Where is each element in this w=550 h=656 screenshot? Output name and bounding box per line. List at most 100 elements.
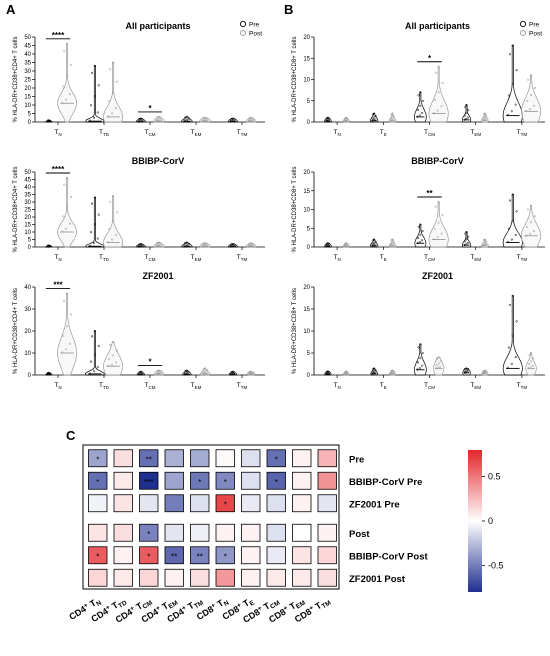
data-point-pre <box>420 239 424 242</box>
data-point-post <box>526 226 529 229</box>
y-tick-label: 50 <box>24 170 31 176</box>
data-point-post <box>155 244 159 247</box>
x-tick-sub: EM <box>195 385 202 390</box>
legend-label-pre: Pre <box>249 22 260 29</box>
y-tick-label: 15 <box>303 189 310 195</box>
heatmap-cell <box>164 568 184 587</box>
data-point-pre <box>371 117 374 120</box>
max-point-pre <box>326 116 330 119</box>
y-tick-label: 40 <box>24 52 31 58</box>
data-point-post <box>111 112 114 115</box>
x-tick-main: T <box>517 254 521 261</box>
data-point-pre <box>510 110 513 113</box>
x-tick-label: TTM <box>517 382 528 390</box>
column-label-sub: CM <box>142 599 154 610</box>
violin-post <box>103 62 124 123</box>
x-tick-main: T <box>191 382 195 389</box>
data-point-post <box>68 222 72 225</box>
data-point-post <box>528 353 531 356</box>
data-point-post <box>111 363 114 366</box>
x-tick-main: T <box>54 129 58 136</box>
data-point-post <box>115 211 119 214</box>
column-label-sub: TD <box>117 599 128 610</box>
significance-stars: * <box>428 54 432 63</box>
heatmap-cell <box>317 471 337 490</box>
y-tick-label: 0 <box>307 245 311 251</box>
data-point-post <box>390 242 393 246</box>
x-tick-sub: CM <box>148 132 155 137</box>
heatmap-cell <box>266 546 286 565</box>
x-tick-label: TTM <box>237 129 248 137</box>
heatmap-star: * <box>96 552 99 561</box>
violin-pre <box>414 91 427 123</box>
heatmap-star: * <box>147 552 150 561</box>
legend-marker-post <box>239 29 247 37</box>
heatmap-cell <box>164 449 184 468</box>
heatmap-cell <box>164 523 184 542</box>
data-point-pre <box>515 69 518 72</box>
data-point-post <box>108 358 111 361</box>
column-label-sub: TM <box>321 599 333 610</box>
data-point-post <box>155 118 159 121</box>
data-point-pre <box>374 114 377 118</box>
data-point-post <box>109 200 112 203</box>
heatmap-cell <box>164 494 184 513</box>
data-point-pre <box>183 244 186 247</box>
data-point-post <box>252 243 255 246</box>
max-point-pre <box>139 117 142 120</box>
panel-letter-b: B <box>284 2 293 17</box>
heatmap-cell <box>113 471 133 490</box>
data-point-post <box>482 242 485 245</box>
max-point-post <box>483 369 486 372</box>
data-point-post <box>484 118 487 121</box>
data-point-pre <box>511 82 514 86</box>
heatmap-cell <box>266 568 286 587</box>
y-tick-label: 20 <box>24 329 31 335</box>
heatmap-cell <box>317 449 337 468</box>
data-point-post <box>437 221 440 224</box>
data-point-pre <box>92 370 95 373</box>
x-tick-sub: EM <box>195 132 202 137</box>
colorbar-tick-label: 0 <box>488 516 493 526</box>
x-tick-sub: TM <box>241 132 248 137</box>
heatmap-cell <box>88 546 108 565</box>
data-point-post <box>61 230 64 233</box>
y-tick-label: 35 <box>24 61 31 67</box>
data-point-pre <box>141 371 144 374</box>
heatmap-star: *** <box>144 478 153 487</box>
max-point-pre <box>373 367 376 370</box>
significance-stars: ** <box>426 189 433 198</box>
data-point-pre <box>507 227 510 230</box>
data-point-post <box>204 370 207 373</box>
y-tick-label: 30 <box>24 69 31 75</box>
heatmap-cell <box>292 523 312 542</box>
max-point-pre <box>419 223 422 226</box>
data-point-post <box>527 208 530 211</box>
data-point-pre <box>97 345 100 348</box>
x-tick-label: TTD <box>99 254 110 262</box>
data-point-pre <box>89 231 93 234</box>
data-point-post <box>525 110 528 113</box>
data-point-pre <box>90 335 94 338</box>
x-tick-label: TEM <box>191 254 202 262</box>
data-point-pre <box>515 210 518 213</box>
heatmap-cell <box>292 449 312 468</box>
data-point-pre <box>421 230 424 233</box>
significance-stars: * <box>148 358 152 367</box>
x-tick-label: TN <box>54 382 61 390</box>
heatmap-star: * <box>275 455 278 464</box>
max-point-pre <box>231 370 234 373</box>
data-point-post <box>346 243 349 246</box>
column-label-sub: N <box>223 599 231 608</box>
violin-chart-b3: ZF2001 0 5 10 15 20 % HLA-DR+CD38+CD8+ T cells… <box>292 271 545 390</box>
x-tick-main: T <box>424 254 428 261</box>
data-point-post <box>527 362 530 366</box>
data-point-post <box>250 118 253 121</box>
heatmap-cell <box>139 546 159 565</box>
data-point-pre <box>463 118 466 121</box>
x-tick-main: T <box>424 129 428 136</box>
max-point-post <box>345 242 348 245</box>
data-point-post <box>437 366 440 369</box>
data-point-pre <box>187 372 190 375</box>
heatmap-star: * <box>224 500 227 509</box>
